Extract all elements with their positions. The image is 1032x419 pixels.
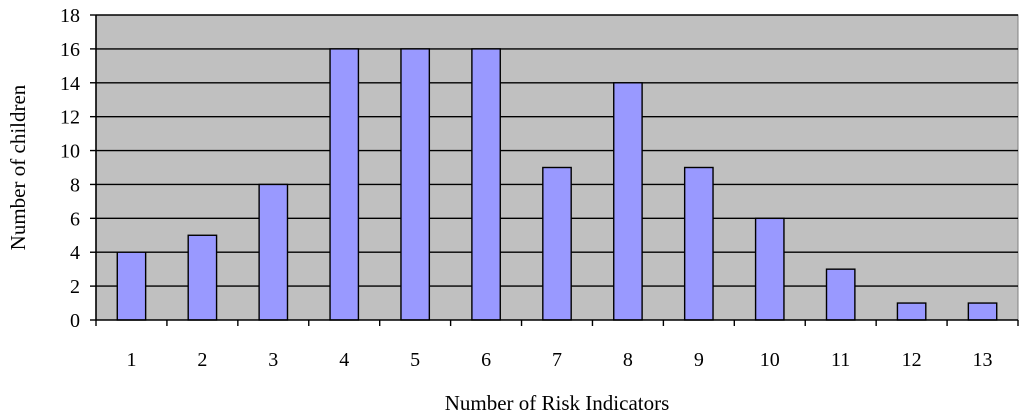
bar-1 — [116, 251, 147, 321]
bar-11 — [825, 268, 856, 321]
x-tick-label: 7 — [552, 349, 562, 371]
bar-6 — [471, 48, 501, 321]
x-tick-label: 9 — [694, 349, 704, 371]
bar-8 — [613, 82, 643, 321]
y-tick-label: 10 — [60, 141, 80, 163]
bar-10 — [754, 217, 785, 321]
bar-3 — [258, 183, 289, 321]
bar-5 — [400, 48, 431, 321]
x-tick-label: 2 — [197, 349, 207, 371]
y-tick-label: 16 — [60, 39, 80, 61]
x-tick-label: 4 — [339, 349, 349, 371]
axes — [95, 15, 1019, 326]
x-tick-label: 1 — [126, 349, 136, 371]
y-tick-label: 8 — [70, 174, 80, 196]
y-tick-label: 0 — [70, 310, 80, 332]
x-tick-label: 11 — [831, 349, 850, 371]
x-tick-label: 10 — [760, 349, 780, 371]
bar-12 — [896, 302, 927, 321]
y-tick-label: 4 — [70, 242, 80, 264]
x-tick-label: 3 — [268, 349, 278, 371]
bar-7 — [542, 166, 572, 321]
y-tick-label: 12 — [60, 107, 80, 129]
y-axis-title: Number of children — [6, 84, 30, 250]
y-tick-label: 14 — [60, 73, 80, 95]
y-tick-label: 18 — [60, 5, 80, 27]
x-axis-title: Number of Risk Indicators — [445, 391, 670, 415]
bar-9 — [683, 166, 714, 321]
bar-2 — [187, 234, 218, 321]
x-tick-label: 12 — [902, 349, 922, 371]
x-tick-label: 8 — [623, 349, 633, 371]
gridlines — [90, 14, 1018, 321]
x-tick-label: 5 — [410, 349, 420, 371]
y-tick-label: 6 — [70, 208, 80, 230]
x-tick-label: 6 — [481, 349, 491, 371]
x-tick-label: 13 — [973, 349, 993, 371]
bar-13 — [967, 302, 998, 321]
y-tick-label: 2 — [70, 276, 80, 298]
bar-4 — [329, 48, 360, 321]
bars — [116, 48, 998, 321]
